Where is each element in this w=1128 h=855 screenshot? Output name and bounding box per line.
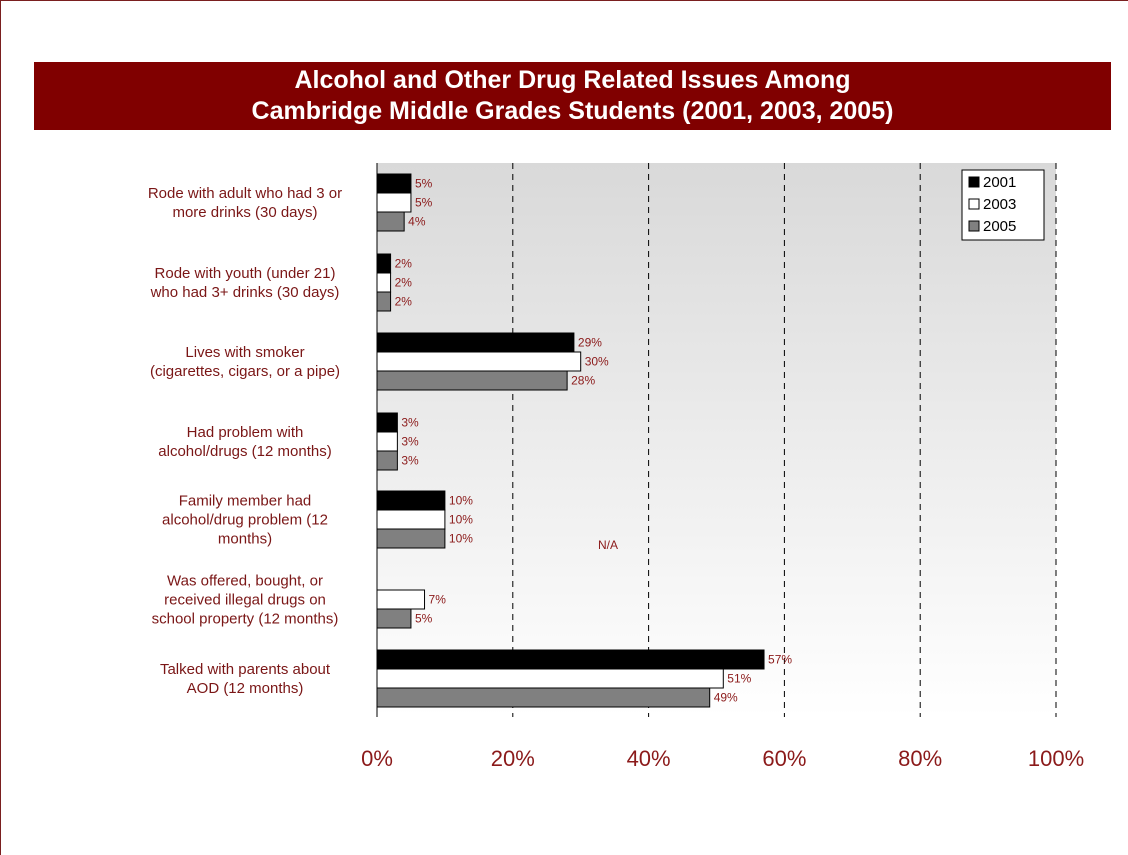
legend-swatch [968,176,980,188]
bar [376,431,398,452]
bar [376,173,412,194]
data-label: 3% [401,454,419,468]
category-label: Talked with parents about AOD (12 months) [160,661,331,697]
data-label: 7% [429,593,447,607]
data-label: 28% [571,374,595,388]
data-label: 4% [408,215,426,229]
data-label: 3% [401,416,419,430]
bar [376,608,412,629]
data-label: 29% [578,336,602,350]
bar [376,450,398,471]
category-label: Was offered, bought, or received illegal … [152,573,339,628]
legend-label: 2001 [983,174,1016,191]
category-label: Family member had alcohol/drug problem (1… [162,493,328,548]
data-label: 2% [395,276,413,290]
data-label: 5% [415,196,433,210]
bar [376,291,392,312]
data-label: 10% [449,532,473,546]
x-tick-label: 60% [762,746,806,771]
data-label: 10% [449,513,473,527]
bar [376,412,398,433]
data-label: 5% [415,177,433,191]
chart-title-line-2: Cambridge Middle Grades Students (2001, … [251,97,894,125]
chart-title-line-1: Alcohol and Other Drug Related Issues Am… [294,66,851,94]
category-label: Rode with adult who had 3 or more drinks … [148,185,342,221]
chart-title: Alcohol and Other Drug Related Issues Am… [34,62,1111,130]
bar [376,332,575,353]
data-label: 57% [768,653,792,667]
x-tick-label: 40% [627,746,671,771]
x-tick-label: 80% [898,746,942,771]
legend-swatch [968,198,980,210]
data-label: 2% [395,295,413,309]
bar [376,253,392,274]
data-label: 2% [395,257,413,271]
bar [376,589,426,610]
bar [376,649,765,670]
data-label: 10% [449,494,473,508]
category-label: Rode with youth (under 21) who had 3+ dri… [150,265,340,301]
data-label: 5% [415,612,433,626]
bar [376,272,392,293]
bar [376,528,446,549]
legend-label: 2005 [983,218,1016,235]
legend-label: 2003 [983,196,1016,213]
x-tick-label: 0% [361,746,393,771]
bar [376,668,724,689]
data-label: 49% [714,691,738,705]
data-label: 30% [585,355,609,369]
category-label: Had problem with alcohol/drugs (12 months… [158,424,331,460]
bar [376,211,405,232]
data-label: 3% [401,435,419,449]
legend-swatch [968,220,980,232]
data-label: 51% [727,672,751,686]
x-tick-label: 100% [1028,746,1084,771]
bar [376,687,711,708]
bar [376,351,582,372]
bar [376,509,446,530]
bar [376,192,412,213]
bar [376,370,568,391]
plot-background [377,163,1056,717]
category-label: Lives with smoker (cigarettes, cigars, or… [150,344,340,380]
x-tick-label: 20% [491,746,535,771]
na-annotation: N/A [598,538,618,552]
bar [376,490,446,511]
